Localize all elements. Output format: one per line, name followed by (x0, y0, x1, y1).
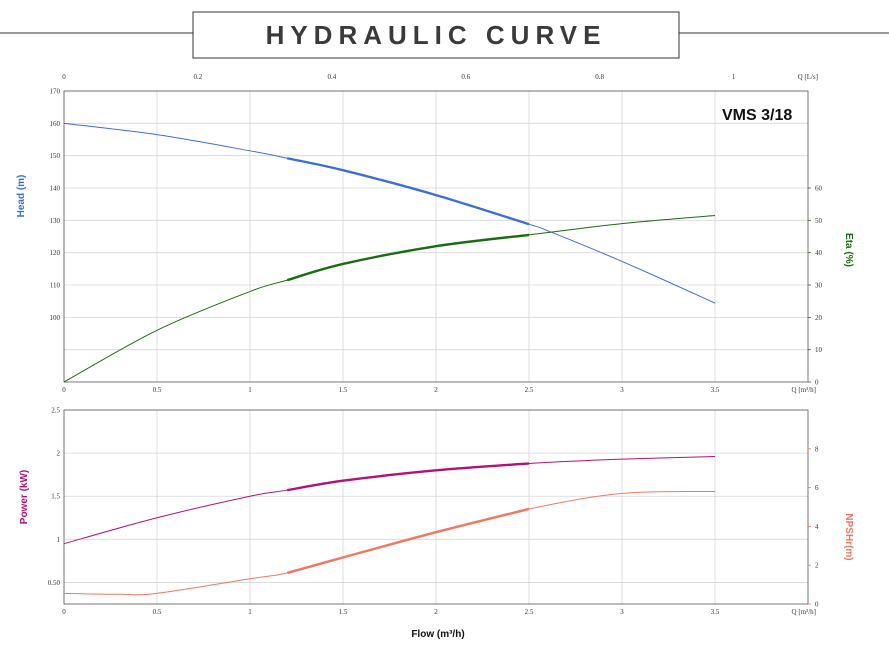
x-tick-label: 3 (620, 608, 624, 616)
left-tick-label: 0.50 (48, 579, 61, 587)
left-tick-label: 100 (50, 314, 61, 322)
x2-tick-label: 0.2 (194, 73, 203, 81)
right-tick-label: 30 (815, 282, 823, 290)
left-tick-label: 1 (57, 536, 61, 544)
chart-title: HYDRAULIC CURVE (266, 20, 607, 50)
bottom-ticks: 0 0.5 1 1.5 2 2.5 3 3.5 Q [m³/h] 0.50 1 1.5 2 2.5 0 2 4 6… (48, 407, 819, 617)
right-tick-label: 6 (815, 484, 819, 492)
head-curve-operating-range (286, 157, 530, 226)
left-tick-label: 110 (50, 282, 61, 290)
right-tick-label: 60 (815, 185, 823, 193)
head-axis-title: Head (m) (16, 175, 27, 218)
top-series (63, 122, 716, 383)
left-tick-label: 2.5 (51, 407, 60, 415)
x-tick-label: 1 (248, 608, 252, 616)
right-tick-label: 2 (815, 562, 819, 570)
x-tick-label: 1 (248, 386, 252, 394)
x-tick-label: 2 (434, 608, 438, 616)
x-tick-label: 3.5 (711, 386, 720, 394)
x-tick-label: 0 (62, 608, 66, 616)
x2-tick-label: 1 (732, 73, 736, 81)
x-tick-label: 0.5 (153, 608, 162, 616)
right-tick-label: 0 (815, 379, 819, 387)
right-tick-label: 10 (815, 346, 823, 354)
x2-tick-label: 0.6 (461, 73, 470, 81)
left-tick-label: 150 (50, 152, 61, 160)
left-tick-label: 120 (50, 249, 61, 257)
flow-axis-title: Flow (m³/h) (411, 629, 464, 640)
x-tick-label: 3.5 (711, 608, 720, 616)
model-label: VMS 3/18 (722, 107, 792, 124)
npshr-axis-title: NPSHr(m) (843, 513, 854, 560)
eta-curve (63, 214, 716, 383)
npshr-curve (63, 490, 716, 596)
right-tick-label: 8 (815, 445, 819, 453)
left-tick-label: 2 (57, 450, 61, 458)
left-tick-label: 160 (50, 120, 61, 128)
right-tick-label: 0 (815, 601, 819, 609)
bottom-plot-frame (63, 409, 809, 605)
power-axis-title: Power (kW) (19, 470, 30, 524)
head-curve (63, 122, 716, 304)
x-tick-label: 1.5 (339, 386, 348, 394)
x-unit-label: Q [m³/h] (792, 608, 816, 616)
bottom-grid (63, 409, 808, 604)
x-tick-label: 0 (62, 386, 66, 394)
bottom-series (63, 456, 716, 596)
x-tick-label: 2.5 (525, 608, 534, 616)
top-ticks: 0 0.5 1 1.5 2 2.5 3 3.5 Q [m³/h]0 0.2 0.4 0.6 0.8 1 Q … (50, 73, 823, 394)
eta-curve-operating-range (286, 233, 530, 282)
x-tick-label: 2.5 (525, 386, 534, 394)
right-tick-label: 50 (815, 217, 823, 225)
power-curve (63, 456, 716, 545)
left-tick-label: 130 (50, 217, 61, 225)
left-tick-label: 170 (50, 88, 61, 96)
x-tick-label: 1.5 (339, 608, 348, 616)
top-grid (63, 90, 808, 382)
bottom-chart: 0 0.5 1 1.5 2 2.5 3 3.5 Q [m³/h] 0.50 1 1.5 2 2.5 0 2 4 6… (19, 407, 854, 617)
x2-unit-label: Q [L/s] (798, 73, 818, 81)
top-plot-frame (63, 90, 809, 383)
right-tick-label: 40 (815, 249, 823, 257)
x-tick-label: 3 (620, 386, 624, 394)
x2-tick-label: 0 (62, 73, 66, 81)
x2-tick-label: 0.4 (327, 73, 336, 81)
title-banner: HYDRAULIC CURVE (0, 11, 889, 59)
right-tick-label: 4 (815, 523, 819, 531)
top-chart: 0 0.5 1 1.5 2 2.5 3 3.5 Q [m³/h]0 0.2 0.4 0.6 0.8 1 Q … (16, 73, 854, 394)
x-tick-label: 0.5 (153, 386, 162, 394)
power-curve-operating-range (286, 462, 530, 492)
x-tick-label: 2 (434, 386, 438, 394)
npshr-curve-operating-range (286, 507, 530, 575)
left-tick-label: 1.5 (51, 493, 60, 501)
x2-tick-label: 0.8 (595, 73, 604, 81)
x-unit-label: Q [m³/h] (792, 386, 816, 394)
left-tick-label: 140 (50, 185, 61, 193)
right-tick-label: 20 (815, 314, 823, 322)
eta-axis-title: Eta (%) (843, 233, 854, 267)
